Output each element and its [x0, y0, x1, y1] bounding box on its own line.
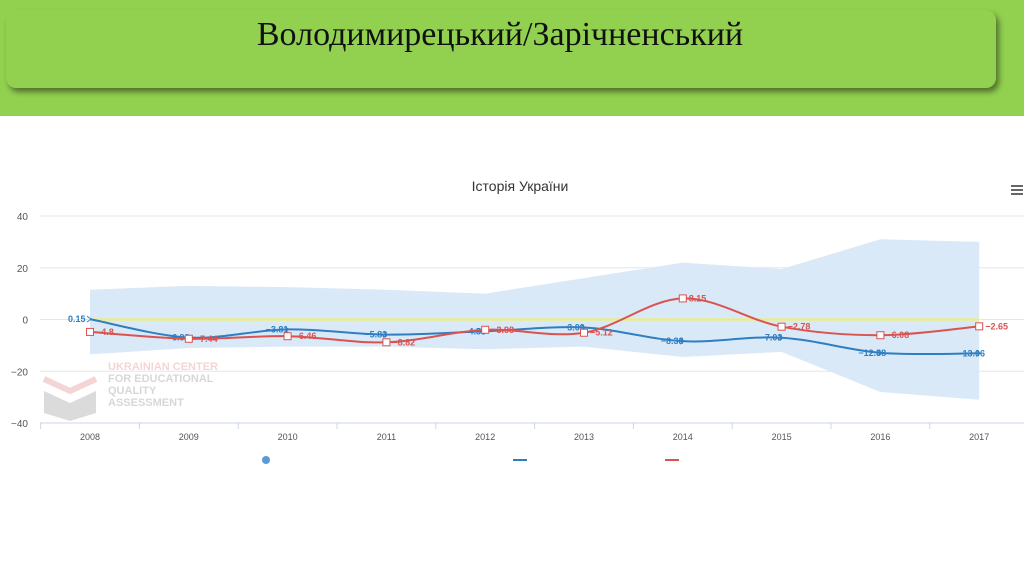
x-tick-label: 2013 — [574, 432, 594, 442]
x-tick-label: 2012 — [475, 432, 495, 442]
x-tick-label: 2017 — [969, 432, 989, 442]
series-line-2 — [89, 297, 980, 344]
x-tick-label: 2014 — [673, 432, 693, 442]
data-point-red — [184, 334, 193, 343]
menu-icon[interactable] — [1011, 185, 1023, 197]
data-label: −8.38 — [661, 336, 684, 346]
data-point-red — [876, 331, 885, 340]
data-label: −5.12 — [590, 328, 613, 338]
series-line-1 — [89, 318, 980, 356]
data-label: −7.44 — [195, 334, 218, 344]
x-tick-label: 2008 — [80, 432, 100, 442]
legend-marker-red-line[interactable] — [665, 456, 679, 464]
slide-header: Володимирецький/Зарічненський — [0, 0, 1024, 116]
watermark-text: UKRAINIAN CENTER FOR EDUCATIONAL QUALITY… — [108, 361, 218, 409]
data-label: −3.98 — [491, 325, 514, 335]
x-tick-label: 2009 — [179, 432, 199, 442]
data-label: −3.09 — [562, 322, 585, 332]
watermark-line4: ASSESSMENT — [108, 397, 184, 409]
data-point-blue — [86, 315, 92, 323]
data-label: −12.88 — [858, 348, 886, 358]
data-label: −13.06 — [957, 348, 985, 358]
data-label: −2.65 — [985, 321, 1008, 331]
data-label: −7.03 — [760, 333, 783, 343]
data-label: −5.83 — [364, 330, 387, 340]
slide-title: Володимирецький/Зарічненський — [256, 16, 744, 53]
data-point-red — [678, 294, 687, 303]
data-point-red — [86, 327, 94, 336]
x-tick-label: 2010 — [278, 432, 298, 442]
x-tick-label: 2015 — [772, 432, 792, 442]
data-label: −3.81 — [266, 324, 289, 334]
data-label: −6.46 — [294, 331, 317, 341]
data-label: −6.08 — [886, 330, 909, 340]
data-point-red — [975, 322, 984, 331]
data-point-red — [777, 322, 786, 331]
book-logo-icon — [42, 376, 98, 421]
data-point-blue — [778, 334, 784, 342]
legend-marker-blue-line[interactable] — [513, 456, 527, 464]
data-point-red — [382, 338, 391, 347]
data-point-blue — [975, 349, 982, 357]
y-tick-label: 0 — [22, 316, 28, 327]
data-point-blue — [679, 337, 685, 345]
x-tick-label: 2011 — [377, 432, 396, 442]
y-tick-label: 40 — [17, 212, 29, 223]
watermark-logo: UKRAINIAN CENTER FOR EDUCATIONAL QUALITY… — [40, 361, 240, 421]
data-point-red — [481, 325, 490, 334]
data-label: −4.8 — [96, 327, 114, 337]
watermark-line1: UKRAINIAN CENTER — [108, 361, 218, 373]
chart-area: Історія України UKRAINIAN CENTER FOR EDU… — [0, 116, 1024, 574]
legend-marker-blue[interactable] — [261, 456, 271, 464]
data-point-blue — [284, 325, 290, 333]
data-label: −2.78 — [788, 322, 811, 332]
watermark-line2: FOR EDUCATIONAL — [108, 373, 214, 385]
y-tick-label: −20 — [11, 367, 28, 378]
data-label: 0.15 — [68, 314, 86, 324]
line-chart: 40 20 0 −20 −40 2008 2009 2010 2011 2012 2013 2014 2… — [11, 212, 1024, 442]
data-label: −8.82 — [392, 337, 415, 347]
y-tick-label: −40 — [11, 419, 28, 430]
data-point-blue — [383, 331, 389, 338]
y-tick-label: 20 — [17, 264, 29, 275]
title-box — [6, 10, 996, 88]
data-point-blue — [877, 349, 883, 357]
chart-title: Історія України — [471, 178, 569, 194]
watermark-line3: QUALITY — [108, 385, 157, 397]
x-tick-label: 2016 — [870, 432, 890, 442]
data-label: 8.15 — [689, 293, 707, 303]
chart-legend — [255, 456, 815, 464]
data-point-red — [580, 328, 588, 337]
data-point-red — [283, 332, 292, 341]
